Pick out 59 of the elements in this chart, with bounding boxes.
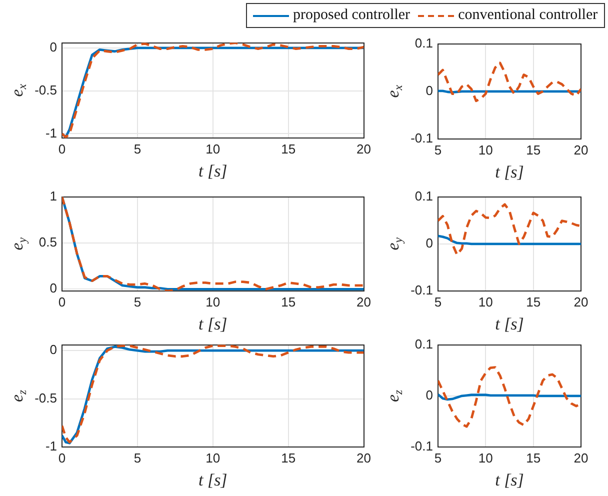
x-tick-label: 20 <box>574 142 588 158</box>
y-tick-label: 0.5 <box>38 234 57 250</box>
x-axis-title: t [s] <box>495 314 524 334</box>
y-tick-label: 0 <box>50 342 57 358</box>
x-tick-label: 15 <box>281 450 296 466</box>
x-tick-label: 10 <box>478 450 493 466</box>
y-axis-title: ey <box>7 236 30 250</box>
x-axis-title: t [s] <box>198 314 228 334</box>
line-series <box>438 203 581 256</box>
x-tick-label: 5 <box>434 142 442 158</box>
x-tick-label: 5 <box>134 294 142 310</box>
x-tick-label: 20 <box>356 294 372 310</box>
x-axis-title: t [s] <box>198 470 228 490</box>
y-axis-title: ez <box>383 389 406 402</box>
y-tick-label: -0.1 <box>410 438 433 454</box>
x-tick-label: 10 <box>478 142 493 158</box>
y-tick-label: 0 <box>426 235 433 250</box>
x-tick-label: 5 <box>134 450 142 466</box>
y-tick-label: -0.1 <box>410 130 433 146</box>
x-tick-label: 10 <box>478 294 493 310</box>
y-tick-label: -0.5 <box>34 390 57 406</box>
x-tick-label: 10 <box>206 141 220 156</box>
y-tick-label: -1 <box>45 125 57 140</box>
x-axis-title: t [s] <box>495 162 524 182</box>
line-series <box>438 366 581 428</box>
y-tick-label: 0 <box>426 82 433 98</box>
x-tick-label: 20 <box>356 141 372 156</box>
legend-label: proposed controller <box>293 7 410 24</box>
x-tick-label: 15 <box>526 294 541 310</box>
line-series <box>438 62 581 102</box>
y-axis-title: ez <box>7 389 30 402</box>
x-tick-label: 10 <box>206 450 220 466</box>
x-tick-label: 5 <box>434 450 442 466</box>
y-tick-label: -0.1 <box>410 282 433 298</box>
y-tick-label: 0.1 <box>414 188 433 204</box>
x-tick-label: 15 <box>281 141 296 156</box>
y-tick-label: 1 <box>50 188 57 204</box>
x-tick-label: 15 <box>281 294 296 310</box>
x-tick-label: 10 <box>206 294 220 310</box>
x-axis-title: t [s] <box>198 161 228 180</box>
x-tick-label: 20 <box>574 294 588 310</box>
y-tick-label: 0.1 <box>414 336 433 352</box>
x-tick-label: 15 <box>526 142 541 158</box>
y-tick-label: -0.5 <box>34 82 57 98</box>
x-axis-title: t [s] <box>495 470 524 490</box>
y-tick-label: -1 <box>45 438 57 454</box>
x-tick-label: 5 <box>434 294 442 310</box>
y-axis-title: ex <box>7 83 30 97</box>
y-tick-label: 0 <box>50 280 57 296</box>
y-tick-label: 0 <box>426 387 433 402</box>
x-tick-label: 20 <box>574 450 588 466</box>
x-tick-label: 20 <box>356 450 372 466</box>
x-tick-label: 15 <box>526 450 541 466</box>
y-axis-title: ex <box>383 84 406 98</box>
legend-label: conventional controller <box>458 7 598 24</box>
y-axis-title: ey <box>383 236 406 250</box>
x-tick-label: 5 <box>134 141 142 156</box>
y-tick-label: 0.1 <box>414 35 433 50</box>
y-tick-label: 0 <box>50 40 57 55</box>
